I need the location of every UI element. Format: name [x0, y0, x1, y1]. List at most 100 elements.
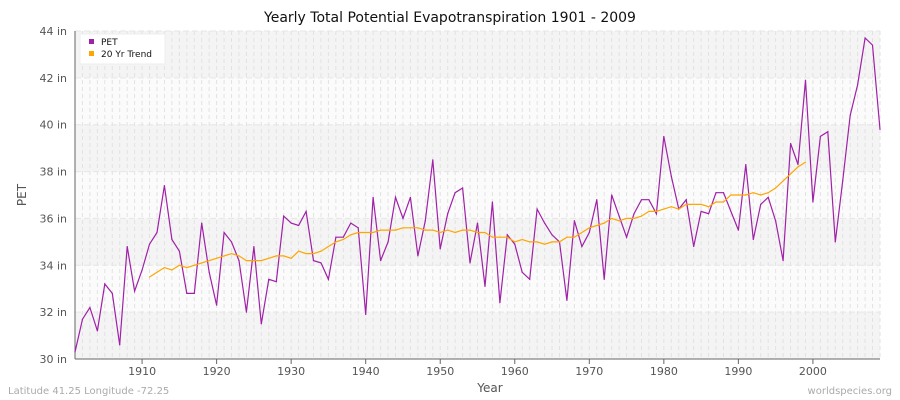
pet-data-point — [298, 224, 300, 227]
pet-data-point — [499, 302, 501, 304]
trend-data-point — [596, 224, 598, 227]
y-tick-label: 36 in — [39, 212, 67, 225]
pet-data-point — [178, 250, 180, 252]
trend-data-point — [752, 192, 754, 194]
pet-data-point — [461, 187, 464, 189]
pet-data-point — [245, 311, 248, 313]
pet-data-point — [633, 213, 635, 215]
legend-swatch-pet — [89, 39, 94, 44]
pet-data-point — [640, 199, 643, 201]
trend-data-point — [372, 231, 374, 234]
pet-data-point — [484, 285, 486, 287]
trend-data-point — [506, 236, 508, 238]
pet-data-point — [812, 201, 814, 203]
pet-data-point — [655, 213, 657, 215]
pet-data-point — [506, 234, 508, 236]
pet-data-point — [648, 199, 650, 201]
trend-data-point — [417, 227, 419, 229]
trend-data-point — [253, 260, 255, 262]
pet-data-point — [879, 128, 881, 130]
trend-data-point — [290, 257, 292, 259]
trend-data-point — [283, 255, 285, 257]
trend-data-point — [648, 210, 650, 212]
trend-data-point — [745, 194, 747, 196]
pet-data-point — [529, 278, 531, 280]
pet-data-point — [134, 290, 136, 292]
pet-data-point — [454, 192, 456, 194]
trend-data-point — [402, 227, 404, 229]
pet-data-point — [74, 351, 76, 353]
pet-data-point — [260, 323, 262, 325]
trend-data-point — [320, 250, 322, 252]
pet-data-point — [782, 260, 784, 262]
trend-data-point — [178, 264, 180, 266]
pet-data-point — [551, 234, 553, 236]
legend-label-pet: PET — [101, 38, 118, 48]
trend-data-point — [193, 264, 195, 266]
pet-data-point — [268, 278, 270, 280]
trend-data-point — [469, 229, 471, 231]
pet-data-point — [543, 222, 546, 224]
pet-data-point — [223, 231, 225, 234]
pet-data-point — [752, 238, 754, 241]
trend-data-point — [312, 252, 315, 255]
pet-data-point — [842, 180, 844, 182]
pet-data-point — [275, 281, 277, 283]
trend-data-point — [767, 192, 769, 194]
trend-data-point — [454, 231, 456, 234]
trend-data-point — [447, 229, 449, 231]
legend: PET 20 Yr Trend — [79, 33, 166, 65]
pet-data-point — [864, 37, 866, 39]
legend-swatch-trend — [89, 51, 94, 56]
trend-data-point — [186, 267, 188, 269]
trend-data-point — [566, 236, 568, 238]
pet-data-point — [290, 222, 292, 224]
pet-data-point — [342, 236, 344, 238]
trend-data-point — [327, 245, 330, 248]
trend-data-point — [305, 252, 307, 255]
chart-title: Yearly Total Potential Evapotranspiratio… — [263, 10, 636, 26]
pet-data-point — [804, 79, 807, 81]
trend-data-point — [208, 260, 210, 262]
trend-data-point — [640, 215, 643, 217]
trend-data-point — [521, 238, 523, 241]
pet-data-point — [514, 243, 516, 245]
trend-data-point — [409, 227, 412, 229]
x-tick-label: 1910 — [128, 365, 156, 378]
pet-data-point — [230, 241, 233, 243]
x-tick-label: 1940 — [352, 365, 380, 378]
pet-data-point — [685, 199, 687, 201]
pet-data-point — [402, 217, 404, 220]
x-tick-label: 1960 — [501, 365, 529, 378]
trend-data-point — [238, 255, 240, 257]
pet-data-point — [521, 271, 523, 273]
pet-data-point — [216, 304, 218, 306]
pet-data-point — [476, 222, 479, 224]
pet-data-point — [387, 241, 389, 243]
x-tick-label: 1970 — [575, 365, 603, 378]
trend-data-point — [275, 255, 277, 257]
pet-data-point — [409, 196, 412, 198]
pet-data-point — [283, 215, 285, 217]
pet-data-point — [104, 283, 106, 285]
pet-data-point — [432, 159, 434, 161]
pet-data-point — [722, 192, 725, 194]
pet-data-point — [767, 196, 769, 198]
trend-data-point — [551, 241, 553, 243]
pet-data-point — [603, 278, 605, 280]
pet-data-point — [491, 201, 494, 203]
pet-data-point — [394, 196, 397, 198]
pet-data-point — [141, 269, 143, 271]
legend-label-trend: 20 Yr Trend — [101, 50, 152, 60]
trend-data-point — [685, 203, 687, 205]
pet-data-point — [745, 163, 747, 166]
y-axis-label: PET — [15, 183, 29, 206]
trend-data-point — [350, 234, 352, 236]
x-tick-label: 2000 — [799, 365, 827, 378]
x-tick-label: 1950 — [426, 365, 454, 378]
pet-data-point — [618, 215, 620, 217]
trend-data-point — [670, 206, 672, 208]
footer-location: Latitude 41.25 Longitude -72.25 — [8, 386, 169, 397]
y-tick-label: 42 in — [39, 72, 67, 85]
